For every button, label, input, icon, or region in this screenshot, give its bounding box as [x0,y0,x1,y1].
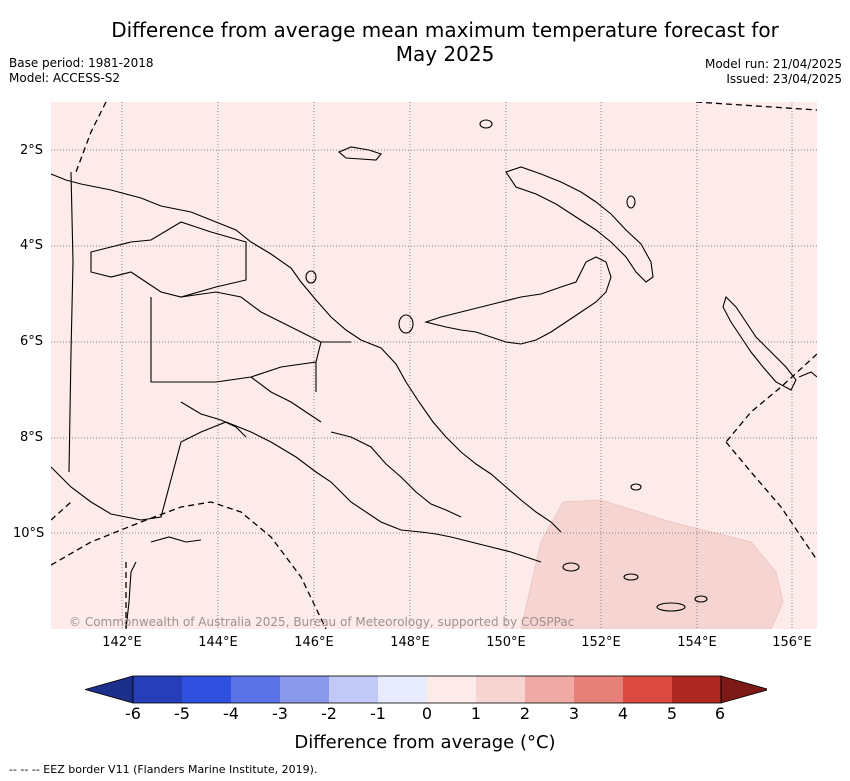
copyright-notice: © Commonwealth of Australia 2025, Bureau… [69,615,574,629]
lat-label: 6°S [20,334,44,349]
issued-date: Issued: 23/04/2025 [726,72,842,86]
colorbar-label: -4 [223,704,239,723]
anomaly-region-1-to-2 [520,499,784,629]
colorbar-segment [623,676,672,703]
metadata-left: Base period: 1981-2018 Model: ACCESS-S2 [9,56,154,86]
lat-label: 8°S [20,430,44,445]
colorbar-label: 5 [666,704,678,723]
colorbar-label: -3 [272,704,288,723]
graticule [51,102,817,629]
colorbar-title: Difference from average (°C) [294,732,556,753]
colorbar-segment [672,676,721,703]
colorbar-segment [329,676,378,703]
lat-label: 10°S [13,526,45,541]
colorbar-extend-low [85,675,134,704]
colorbar-label: 1 [470,704,482,723]
colorbar [85,675,767,704]
colorbar-label: -2 [321,704,337,723]
eez-borders [51,102,817,629]
colorbar-label: -1 [370,704,386,723]
lon-label: 150°E [486,635,526,650]
colorbar-label: 6 [714,704,726,723]
lat-label: 4°S [20,238,44,253]
lon-label: 156°E [772,635,812,650]
lon-label: 154°E [677,635,717,650]
model-run: Model run: 21/04/2025 [704,57,842,71]
lon-label: 146°E [294,635,334,650]
colorbar-label: 2 [519,704,531,723]
colorbar-segment [574,676,623,703]
lat-label: 2°S [20,143,44,158]
map-title: Difference from average mean maximum tem… [90,18,800,66]
model-name: Model: ACCESS-S2 [9,71,121,85]
colorbar-segment [231,676,280,703]
lon-label: 152°E [581,635,621,650]
lon-label: 148°E [390,635,430,650]
colorbar-extend-high [720,675,767,704]
colorbar-segment [476,676,525,703]
colorbar-label: 0 [421,704,433,723]
colorbar-segment [182,676,231,703]
title-line-2: May 2025 [395,42,495,66]
colorbar-segment [427,676,476,703]
map-panel: © Commonwealth of Australia 2025, Bureau… [51,102,817,629]
colorbar-outline [132,675,722,704]
colorbar-segment [133,676,182,703]
coastlines [51,119,817,629]
colorbar-segment [280,676,329,703]
colorbar-segment [378,676,427,703]
colorbar-label: -5 [174,704,190,723]
footer-note: -- -- -- EEZ border V11 (Flanders Marine… [9,763,318,776]
colorbar-label: 4 [617,704,629,723]
title-line-1: Difference from average mean maximum tem… [111,18,779,42]
colorbar-label: -6 [125,704,141,723]
metadata-right: Model run: 21/04/2025 Issued: 23/04/2025 [705,57,842,87]
lon-label: 142°E [102,635,142,650]
colorbar-label: 3 [568,704,580,723]
base-period: Base period: 1981-2018 [9,56,154,70]
colorbar-segment [525,676,574,703]
lon-label: 144°E [198,635,238,650]
